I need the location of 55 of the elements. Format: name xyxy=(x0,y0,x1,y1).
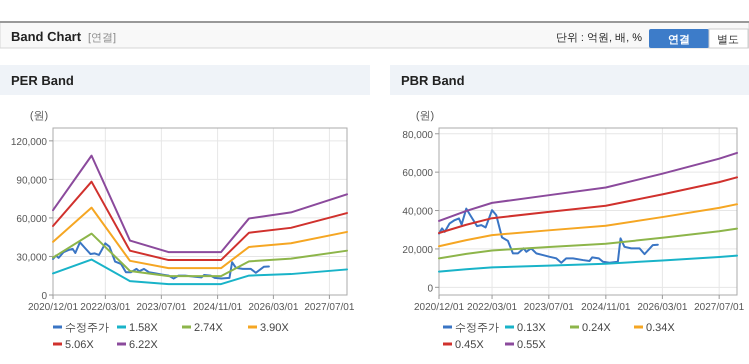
toggle-button: 별도 xyxy=(708,28,748,48)
line-series xyxy=(52,258,348,286)
x-tick-label: 2023/07/01 xyxy=(136,302,187,313)
y-tick-label: 30,000 xyxy=(16,252,48,264)
line-series xyxy=(52,180,348,262)
y-tick-label: 90,000 xyxy=(16,175,48,186)
x-tick-label: 2022/03/01 xyxy=(80,302,131,313)
line-series xyxy=(438,203,738,248)
x-tick-label: 2023/07/01 xyxy=(524,302,574,313)
legend-label: 6.22X xyxy=(129,339,158,351)
x-tick-label: 2024/11/01 xyxy=(581,302,631,313)
x-tick-label: 2026/03/01 xyxy=(248,302,299,313)
line-series xyxy=(52,241,270,280)
y-tick-label: 60,000 xyxy=(402,168,434,180)
x-tick-label: 2027/07/01 xyxy=(694,302,745,313)
line-series xyxy=(438,254,738,273)
y-tick-label: 80,000 xyxy=(402,130,434,141)
legend-label: 0.34X xyxy=(646,322,676,334)
x-tick-label: 2027/07/01 xyxy=(304,302,355,313)
legend-label: 수정주가 xyxy=(455,322,499,334)
line-series xyxy=(438,152,738,222)
text: Band Chart xyxy=(11,29,82,44)
legend-label: 수정주가 xyxy=(65,322,109,334)
legend-label: 0.24X xyxy=(582,322,612,334)
y-tick-label: 40,000 xyxy=(402,206,434,218)
legend-label: 1.58X xyxy=(129,322,158,334)
line-series xyxy=(438,228,738,260)
line-series xyxy=(438,176,738,234)
line-series xyxy=(52,154,348,254)
legend-label: 3.90X xyxy=(260,322,290,334)
text: [연결] xyxy=(88,32,116,44)
chart-title: PER Band xyxy=(11,73,74,88)
line-series xyxy=(438,208,659,264)
y-axis-title: (원) xyxy=(416,110,434,122)
y-tick-label: 0 xyxy=(427,283,434,294)
x-tick-label: 2020/12/01 xyxy=(414,302,464,313)
x-tick-label: 2022/03/01 xyxy=(467,302,518,313)
legend-label: 0.13X xyxy=(517,322,546,334)
toggle-button: 연결 xyxy=(649,29,709,48)
y-tick-label: 60,000 xyxy=(16,214,48,225)
x-tick-label: 2020/12/01 xyxy=(28,302,78,313)
y-axis-title: (원) xyxy=(30,110,48,122)
text: 단위 : 억원, 배, % xyxy=(556,32,642,44)
line-series xyxy=(52,232,348,278)
y-tick-label: 20,000 xyxy=(402,244,434,256)
y-tick-label: 0 xyxy=(41,291,48,302)
chart-title: PBR Band xyxy=(401,73,465,88)
line-series xyxy=(52,206,348,270)
legend-label: 0.45X xyxy=(455,339,484,351)
y-tick-label: 120,000 xyxy=(10,136,48,148)
legend-label: 2.74X xyxy=(194,322,224,334)
x-tick-label: 2026/03/01 xyxy=(637,302,688,313)
legend-label: 0.55X xyxy=(517,339,546,351)
legend-label: 5.06X xyxy=(65,339,94,351)
x-tick-label: 2024/11/01 xyxy=(192,302,243,313)
